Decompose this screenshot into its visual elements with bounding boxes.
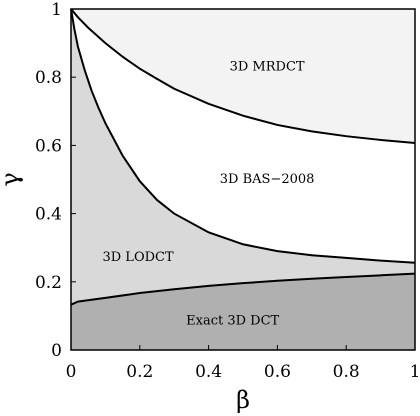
region-labels-layer: 3D MRDCT 3D BAS−2008 3D LODCT Exact 3D DCT (102, 59, 314, 328)
boundary-bas2008-mrdct (70, 8, 416, 145)
boundary-curves-layer (70, 8, 416, 306)
region-3d-lodct (71, 9, 415, 305)
y-tick-label: 0.2 (35, 273, 62, 293)
region-exact-3d-dct-label: Exact 3D DCT (186, 313, 279, 328)
y-axis-label: γ (0, 172, 24, 186)
x-tick-label: 0.6 (264, 362, 291, 382)
boundary-exact-lodct (70, 272, 416, 306)
plot-frame (70, 8, 416, 351)
region-3d-mrdct (71, 9, 415, 144)
x-tick-label: 0.8 (333, 362, 360, 382)
region-exact-3d-dct (71, 273, 415, 350)
y-tick-label: 0 (51, 341, 62, 361)
y-tick-label: 1 (51, 0, 62, 20)
boundary-lodct-bas2008 (70, 8, 416, 264)
region-3d-bas-2008-label: 3D BAS−2008 (220, 172, 315, 187)
x-tick-label: 0.2 (126, 362, 153, 382)
x-tick-label: 0.4 (195, 362, 222, 382)
x-axis-label: β (236, 386, 250, 414)
ticks-layer: 0 0.2 0.4 0.6 0.8 1 0 0.2 0.4 0.6 0.8 1 (35, 0, 420, 382)
y-tick-label: 0.6 (35, 136, 62, 156)
y-tick-label: 0.8 (35, 68, 62, 88)
region-3d-mrdct-label: 3D MRDCT (230, 59, 305, 74)
x-tick-label: 1 (410, 362, 420, 382)
x-tick-label: 0 (66, 362, 77, 382)
region-3d-lodct-label: 3D LODCT (102, 250, 173, 265)
y-tick-label: 0.4 (35, 205, 62, 225)
